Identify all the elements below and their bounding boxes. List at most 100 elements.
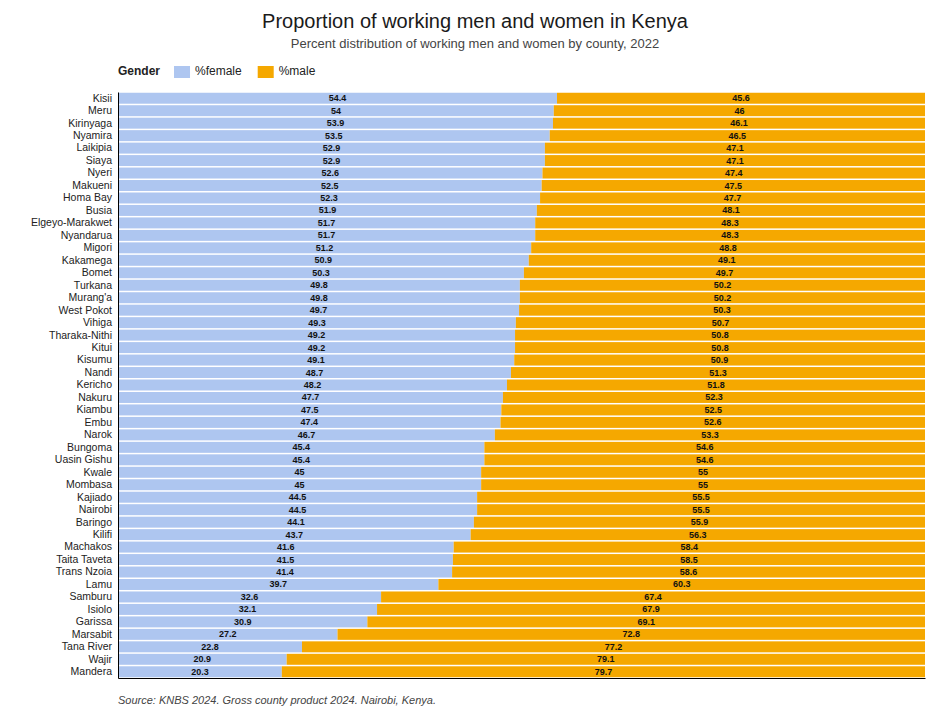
y-tick: Laikipia (76, 141, 118, 153)
y-tick-label: Vihiga (83, 316, 112, 328)
data-label: 45 (295, 480, 305, 490)
data-label: 43.7 (286, 530, 304, 540)
data-label: 49.1 (307, 355, 325, 365)
y-tick-label: Busia (86, 204, 112, 216)
bar (118, 392, 503, 403)
y-tick: Garissa (76, 615, 118, 627)
y-tick-label: Kiambu (76, 403, 112, 415)
y-tick: Kirinyaga (68, 117, 118, 129)
bar (118, 267, 524, 278)
data-label: 52.5 (704, 405, 722, 415)
data-label: 55 (698, 467, 708, 477)
bar (118, 567, 452, 578)
y-tick: Kisii (93, 92, 118, 104)
y-tick-label: Nyamira (73, 129, 112, 141)
data-label: 53.5 (325, 131, 343, 141)
y-tick-label: Baringo (76, 516, 112, 528)
data-label: 67.4 (644, 592, 662, 602)
legend-label: %female (195, 64, 242, 78)
subtitle: Percent distribution of working men and … (291, 36, 659, 51)
data-label: 44.5 (289, 492, 307, 502)
bar (524, 267, 925, 278)
data-label: 54 (331, 106, 341, 116)
data-label: 32.6 (241, 592, 259, 602)
legend-swatch (258, 66, 274, 78)
y-tick-label: Wajir (88, 653, 112, 665)
y-tick: Vihiga (83, 316, 118, 328)
data-label: 48.7 (306, 368, 324, 378)
data-label: 50.9 (315, 255, 333, 265)
y-tick: Homa Bay (63, 191, 118, 203)
y-tick-label: Tharaka-Nithi (49, 328, 112, 340)
y-tick: Wajir (88, 653, 118, 665)
data-labels: 54.45453.953.552.952.952.652.552.351.951… (191, 93, 750, 677)
bar (118, 105, 554, 116)
bar (118, 404, 501, 415)
data-label: 45.4 (292, 442, 310, 452)
y-tick-label: Bomet (82, 266, 112, 278)
y-tick: Machakos (64, 540, 118, 552)
bar (516, 317, 925, 328)
bar (554, 105, 925, 116)
data-label: 55 (698, 480, 708, 490)
bar (507, 380, 925, 391)
bar (118, 367, 511, 378)
bar (118, 192, 540, 203)
y-tick: Meru (88, 104, 118, 116)
data-label: 54.6 (696, 442, 714, 452)
bar (118, 467, 481, 478)
bar (118, 479, 481, 490)
y-tick: Bomet (82, 266, 118, 278)
chart-svg: Proportion of working men and women in K… (0, 0, 950, 714)
y-tick-label: Mandera (71, 665, 113, 677)
data-label: 41.4 (276, 567, 294, 577)
data-label: 50.2 (714, 280, 732, 290)
y-tick: Murang'a (69, 291, 118, 303)
bar (454, 542, 925, 553)
bar (118, 492, 477, 503)
data-label: 47.7 (724, 193, 742, 203)
bar (481, 467, 925, 478)
data-label: 69.1 (637, 617, 655, 627)
y-tick: Embu (85, 416, 118, 428)
data-label: 41.5 (277, 555, 295, 565)
bar (542, 168, 925, 179)
data-label: 27.2 (219, 629, 237, 639)
data-label: 79.7 (595, 667, 613, 677)
y-tick-label: Kisumu (77, 353, 112, 365)
bar (118, 255, 529, 266)
bar (377, 604, 925, 615)
data-label: 53.9 (327, 118, 345, 128)
y-tick: Kisumu (77, 353, 118, 365)
data-label: 47.5 (725, 181, 743, 191)
y-tick-label: Embu (85, 416, 113, 428)
y-tick-label: Tana River (62, 640, 113, 652)
data-label: 41.6 (277, 542, 295, 552)
data-label: 51.7 (318, 218, 336, 228)
data-label: 49.1 (718, 255, 736, 265)
y-tick: Nakuru (78, 391, 118, 403)
bar (535, 230, 925, 241)
bar (302, 641, 925, 652)
y-tick-label: Isiolo (87, 603, 112, 615)
data-label: 50.8 (711, 343, 729, 353)
bar (118, 429, 495, 440)
bar (477, 492, 925, 503)
bar (118, 305, 519, 316)
bar (338, 629, 925, 640)
y-tick: Nyeri (87, 166, 118, 178)
bar (535, 217, 925, 228)
y-tick-label: Marsabit (72, 628, 112, 640)
bar (495, 429, 925, 440)
y-tick: Narok (84, 428, 118, 440)
y-tick-label: Kitui (92, 341, 112, 353)
y-tick: Nairobi (79, 503, 118, 515)
y-tick-label: Samburu (69, 590, 112, 602)
y-tick-label: Taita Taveta (56, 553, 112, 565)
data-label: 46.7 (298, 430, 316, 440)
bar (118, 242, 531, 253)
bar (118, 442, 484, 453)
y-tick-label: Kwale (83, 466, 112, 478)
data-label: 51.2 (316, 243, 334, 253)
y-axis-line (118, 93, 119, 679)
